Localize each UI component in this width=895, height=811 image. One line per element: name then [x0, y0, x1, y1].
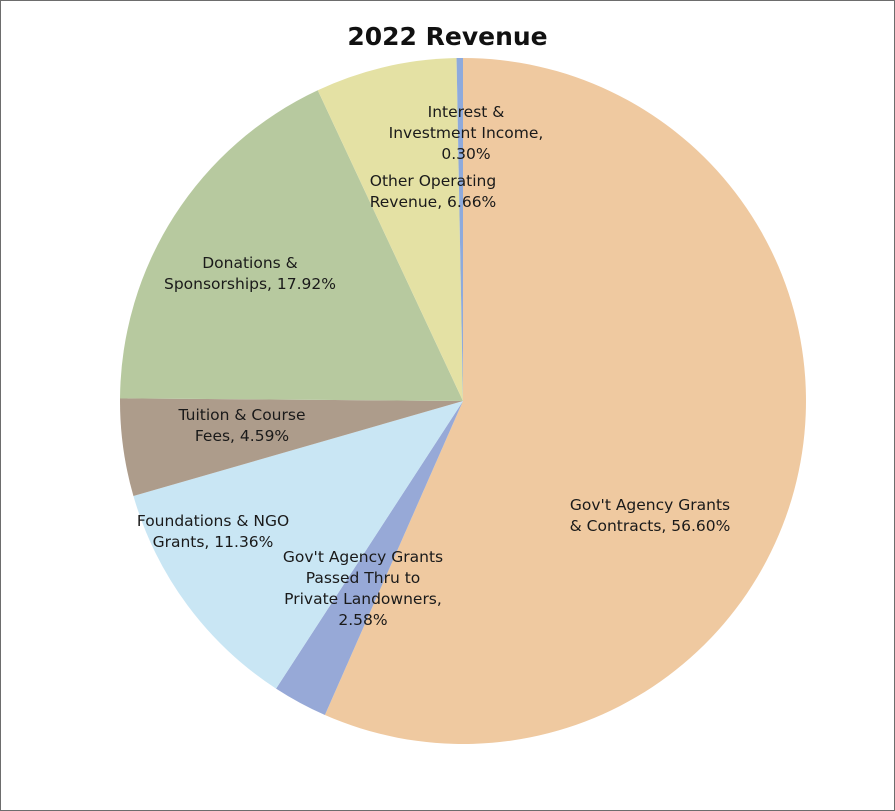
slice-label-2-line-0: Foundations & NGO [137, 512, 289, 530]
slice-label-0-line-1: & Contracts, 56.60% [570, 517, 731, 535]
slice-label-1: Gov't Agency Grants Passed Thru to Private… [283, 548, 443, 629]
slice-label-3-line-0: Tuition & Course [178, 406, 306, 424]
pie-slice-3 [119, 398, 463, 497]
pie-slice-2 [133, 401, 464, 689]
slice-label-3: Tuition & Course Fees, 4.59% [178, 406, 306, 445]
slice-label-4-line-1: Sponsorships, 17.92% [164, 275, 336, 293]
slice-label-5: Other Operating Revenue, 6.66% [370, 172, 497, 211]
chart-title: 2022 Revenue [347, 22, 548, 51]
slice-label-5-line-1: Revenue, 6.66% [370, 193, 497, 211]
slice-label-1-line-3: 2.58% [338, 611, 387, 629]
slice-label-6-line-2: 0.30% [441, 145, 490, 163]
slice-label-4: Donations & Sponsorships, 17.92% [164, 254, 336, 293]
pie-slice-0 [324, 58, 806, 744]
slice-label-6-line-1: Investment Income, [389, 124, 544, 142]
slice-label-1-line-2: Private Landowners, [284, 590, 442, 608]
slice-label-5-line-0: Other Operating [370, 172, 496, 190]
pie-slice-5 [317, 58, 463, 402]
slice-label-6: Interest & Investment Income, 0.30% [389, 103, 544, 163]
slice-label-2: Foundations & NGO Grants, 11.36% [137, 512, 289, 551]
pie-slice-1 [276, 401, 463, 715]
pie-slice-6 [456, 57, 463, 401]
slice-label-6-line-0: Interest & [428, 103, 505, 121]
slice-label-1-line-0: Gov't Agency Grants [283, 548, 443, 566]
slice-label-0: Gov't Agency Grants & Contracts, 56.60% [570, 496, 731, 535]
slice-label-3-line-1: Fees, 4.59% [195, 427, 289, 445]
slice-label-2-line-1: Grants, 11.36% [153, 533, 274, 551]
slice-label-4-line-0: Donations & [202, 254, 298, 272]
slice-label-0-line-0: Gov't Agency Grants [570, 496, 730, 514]
slice-label-1-line-1: Passed Thru to [306, 569, 421, 587]
pie-slice-4 [120, 90, 463, 402]
